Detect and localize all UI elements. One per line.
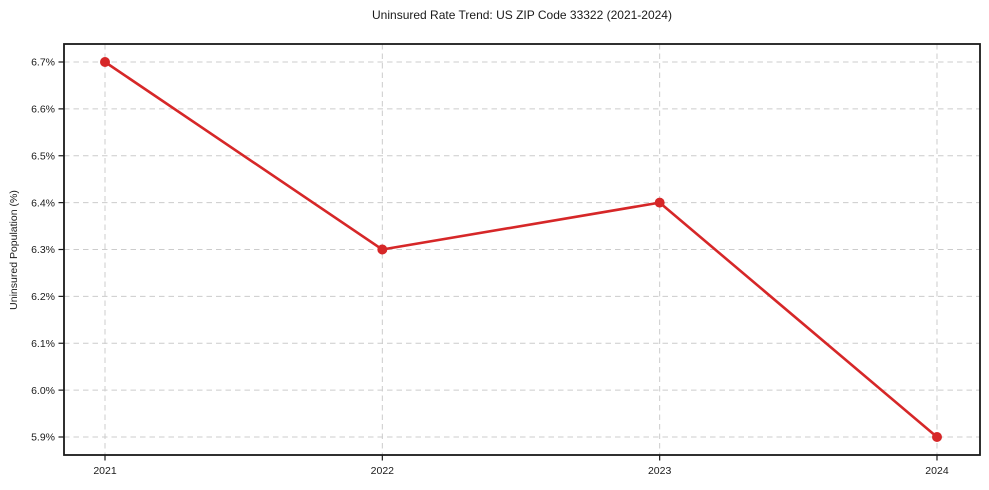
y-tick-label: 6.4% [31, 197, 55, 209]
y-tick-label: 6.6% [31, 104, 55, 116]
trend-line [103, 60, 939, 439]
y-tick-label: 6.7% [31, 57, 55, 69]
y-tick-label: 6.0% [31, 385, 55, 397]
y-tick-label: 6.2% [31, 291, 55, 303]
data-point-marker [100, 57, 110, 67]
data-point-marker [654, 197, 665, 208]
data-point-marker [377, 244, 388, 255]
x-tick-label: 2024 [925, 465, 949, 477]
y-axis-label: Uninsured Population (%) [8, 190, 20, 310]
x-tick-label: 2021 [93, 465, 117, 477]
y-tick-label: 6.3% [31, 244, 55, 256]
plot-border [63, 43, 981, 456]
data-point-marker [931, 432, 942, 442]
y-tick-label: 5.9% [31, 432, 55, 444]
x-tick-label: 2022 [371, 465, 395, 477]
chart-title: Uninsured Rate Trend: US ZIP Code 33322 … [372, 8, 672, 22]
x-tick-label: 2023 [648, 465, 672, 477]
y-tick-label: 6.5% [31, 150, 55, 162]
y-tick-label: 6.1% [31, 338, 55, 350]
